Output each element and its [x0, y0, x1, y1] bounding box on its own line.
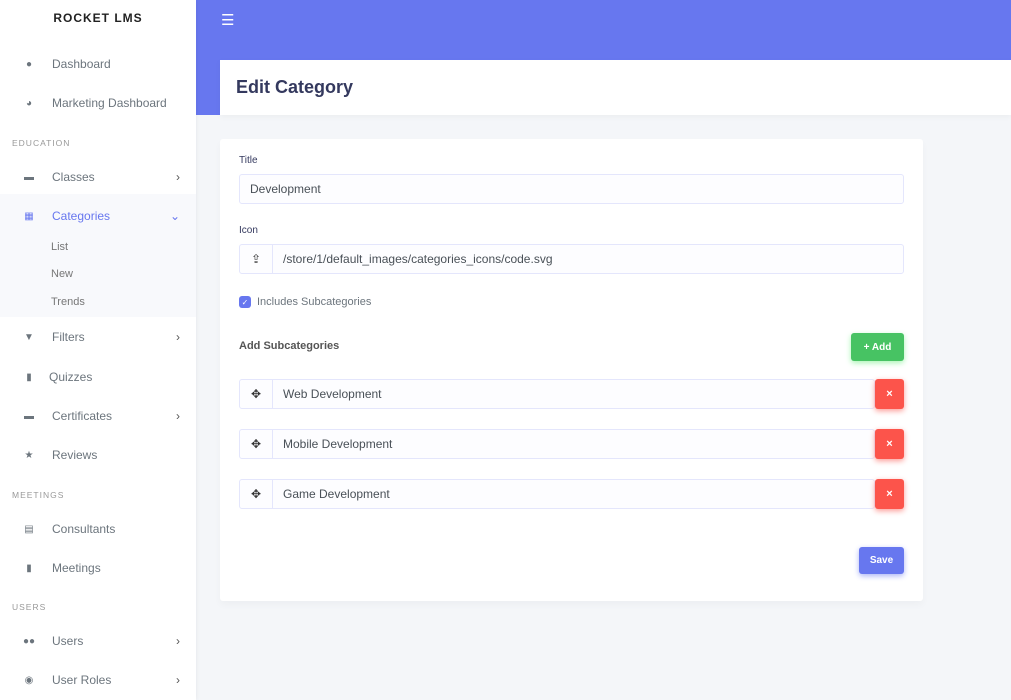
section-header-education: EDUCATION [12, 138, 71, 148]
sidebar-item-user-roles[interactable]: ◉ User Roles › [0, 662, 196, 698]
title-value: Development [250, 182, 321, 196]
chevron-right-icon: › [176, 330, 180, 344]
sidebar-subitem-new[interactable]: New [51, 268, 74, 280]
chevron-right-icon: › [176, 170, 180, 184]
icon-path-value: /store/1/default_images/categories_icons… [283, 252, 553, 266]
delete-subcategory-button[interactable]: × [875, 429, 904, 459]
sidebar-item-consultants[interactable]: ▤ Consultants [0, 511, 196, 547]
subcategory-value: Game Development [283, 487, 390, 501]
sidebar-item-label: Classes [52, 170, 95, 184]
sidebar-item-label: Filters [52, 330, 85, 344]
sidebar-item-label: Reviews [52, 448, 98, 462]
check-icon: ✓ [239, 296, 251, 308]
sidebar-item-filters[interactable]: ▼ Filters › [0, 319, 196, 355]
move-icon[interactable]: ✥ [240, 380, 273, 408]
filter-icon: ▼ [24, 331, 34, 343]
delete-subcategory-button[interactable]: × [875, 379, 904, 409]
subcategory-input[interactable]: ✥ Game Development [239, 479, 875, 509]
chevron-right-icon: › [176, 409, 180, 423]
sidebar-item-label: Dashboard [52, 57, 111, 71]
file-icon: ▮ [26, 371, 32, 383]
icon-label: Icon [239, 225, 258, 236]
sidebar-item-label: Consultants [52, 522, 116, 536]
upload-icon[interactable]: ⇪ [240, 245, 273, 273]
address-book-icon: ▮ [26, 562, 32, 574]
chevron-right-icon: › [176, 634, 180, 648]
chevron-right-icon: › [176, 673, 180, 687]
icon-input[interactable]: ⇪ /store/1/default_images/categories_icon… [239, 244, 904, 274]
sidebar-item-label: Quizzes [49, 370, 93, 384]
save-button[interactable]: Save [859, 547, 904, 574]
subcategory-input[interactable]: ✥ Web Development [239, 379, 875, 409]
subcategory-input[interactable]: ✥ Mobile Development [239, 429, 875, 459]
title-input[interactable]: Development [239, 174, 904, 204]
move-icon[interactable]: ✥ [240, 480, 273, 508]
certificate-icon: ▬ [24, 410, 34, 422]
user-circle-icon: ◉ [24, 674, 34, 686]
edit-category-form: Title Development Icon ⇪ /store/1/default… [220, 139, 923, 601]
page-header: Edit Category [220, 60, 1011, 115]
sidebar-item-meetings[interactable]: ▮ Meetings [0, 550, 196, 586]
star-icon: ★ [24, 449, 34, 461]
add-subcategory-button[interactable]: + Add [851, 333, 904, 361]
users-icon: ●● [22, 635, 36, 647]
sidebar-item-quizzes[interactable]: ▮ Quizzes [0, 359, 196, 395]
sidebar-item-marketing-dashboard[interactable]: ◕ Marketing Dashboard [0, 85, 196, 121]
sidebar-item-reviews[interactable]: ★ Reviews [0, 437, 196, 473]
chevron-down-icon: ⌄ [169, 209, 180, 223]
sidebar-item-label: Marketing Dashboard [52, 96, 167, 110]
move-icon[interactable]: ✥ [240, 430, 273, 458]
sidebar-item-label: Users [52, 634, 84, 648]
add-subcategories-label: Add Subcategories [239, 340, 340, 352]
brand-logo[interactable]: ROCKET LMS [53, 11, 143, 25]
chart-pie-icon: ◕ [25, 97, 33, 109]
active-section-bg [0, 194, 196, 317]
id-card-icon: ▤ [24, 523, 34, 535]
sidebar-item-dashboard[interactable]: ● Dashboard [0, 46, 196, 82]
checkbox-label: Includes Subcategories [257, 296, 372, 308]
sidebar-item-categories[interactable]: ▦ Categories ⌄ [0, 198, 196, 234]
section-header-users: USERS [12, 602, 47, 612]
graduation-cap-icon: ▬ [24, 171, 34, 183]
delete-subcategory-button[interactable]: × [875, 479, 904, 509]
subcategory-value: Mobile Development [283, 437, 393, 451]
includes-subcategories-checkbox[interactable]: ✓ Includes Subcategories [239, 296, 371, 308]
sidebar-item-label: Categories [52, 209, 111, 223]
sidebar-item-label: Certificates [52, 409, 113, 423]
title-label: Title [239, 155, 258, 166]
subcategory-value: Web Development [283, 387, 382, 401]
hamburger-menu-icon[interactable]: ☰ [221, 12, 235, 29]
fire-icon: ● [25, 58, 33, 70]
sidebar-item-label: Meetings [52, 561, 101, 575]
sidebar: ROCKET LMS ● Dashboard ◕ Marketing Dashboa… [0, 0, 196, 700]
th-icon: ▦ [24, 210, 34, 222]
sidebar-item-users[interactable]: ●● Users › [0, 623, 196, 659]
sidebar-subitem-list[interactable]: List [51, 241, 69, 253]
sidebar-subitem-trends[interactable]: Trends [51, 296, 85, 308]
sidebar-item-classes[interactable]: ▬ Classes › [0, 159, 196, 195]
section-header-meetings: MEETINGS [12, 490, 65, 500]
sidebar-item-label: User Roles [52, 673, 112, 687]
page-title: Edit Category [236, 77, 354, 97]
sidebar-item-certificates[interactable]: ▬ Certificates › [0, 398, 196, 434]
